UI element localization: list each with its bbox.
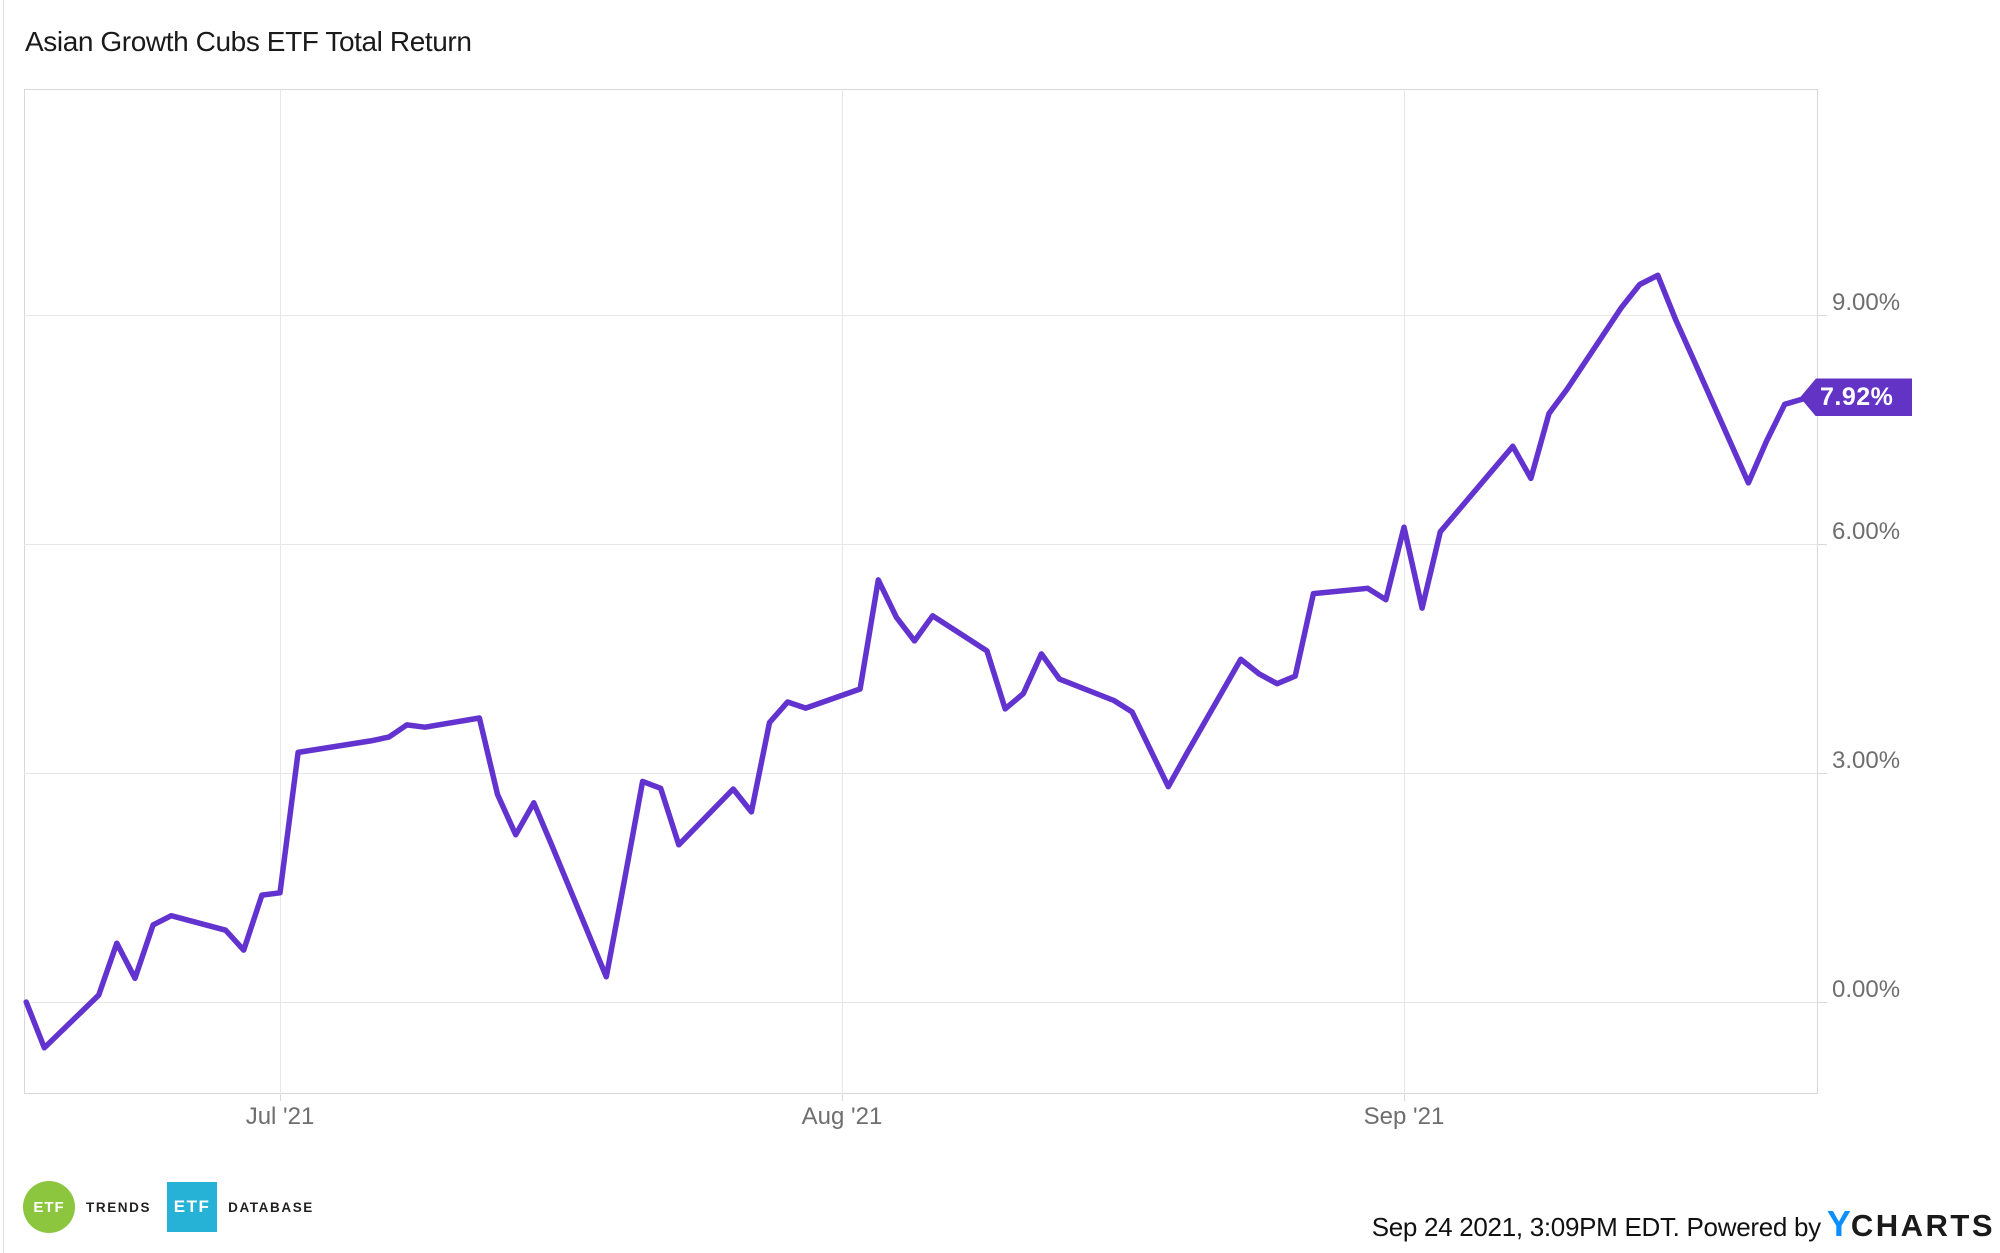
last-value-badge-label: 7.92% <box>1820 382 1894 411</box>
ycharts-logo[interactable]: Y CHARTS <box>1827 1203 1995 1245</box>
x-axis-tick-label: Aug '21 <box>801 1103 883 1130</box>
x-axis-tick-label: Jul '21 <box>245 1103 315 1130</box>
etf-trends-logo-text: ETF <box>33 1198 65 1216</box>
x-axis-tick-label: Sep '21 <box>1363 1103 1445 1130</box>
y-axis-tick-label: 6.00% <box>1832 518 1901 545</box>
footer-attribution: Sep 24 2021, 3:09PM EDT. Powered by Y CH… <box>1372 1203 1995 1245</box>
chart-title: Asian Growth Cubs ETF Total Return <box>25 26 472 57</box>
footer-logos: ETF TRENDS ETF DATABASE <box>23 1180 314 1234</box>
ycharts-logo-y: Y <box>1826 1203 1851 1244</box>
y-axis-tick-label: 9.00% <box>1832 289 1901 316</box>
etf-database-logo-icon[interactable]: ETF <box>167 1182 218 1232</box>
etf-trends-wordmark[interactable]: TRENDS <box>86 1199 152 1215</box>
page-edge-divider <box>3 0 4 1253</box>
ycharts-logo-charts: CHARTS <box>1850 1208 1995 1243</box>
y-axis-tick-label: 0.00% <box>1832 976 1901 1003</box>
etf-trends-logo-icon[interactable]: ETF <box>23 1181 75 1233</box>
etf-database-logo-text: ETF <box>173 1197 211 1216</box>
timestamp-text: Sep 24 2021, 3:09PM EDT. Powered by <box>1371 1212 1821 1242</box>
etf-database-wordmark[interactable]: DATABASE <box>228 1199 314 1215</box>
last-value-badge: 7.92% <box>1800 378 1912 417</box>
y-axis-tick-label: 3.00% <box>1832 747 1901 774</box>
